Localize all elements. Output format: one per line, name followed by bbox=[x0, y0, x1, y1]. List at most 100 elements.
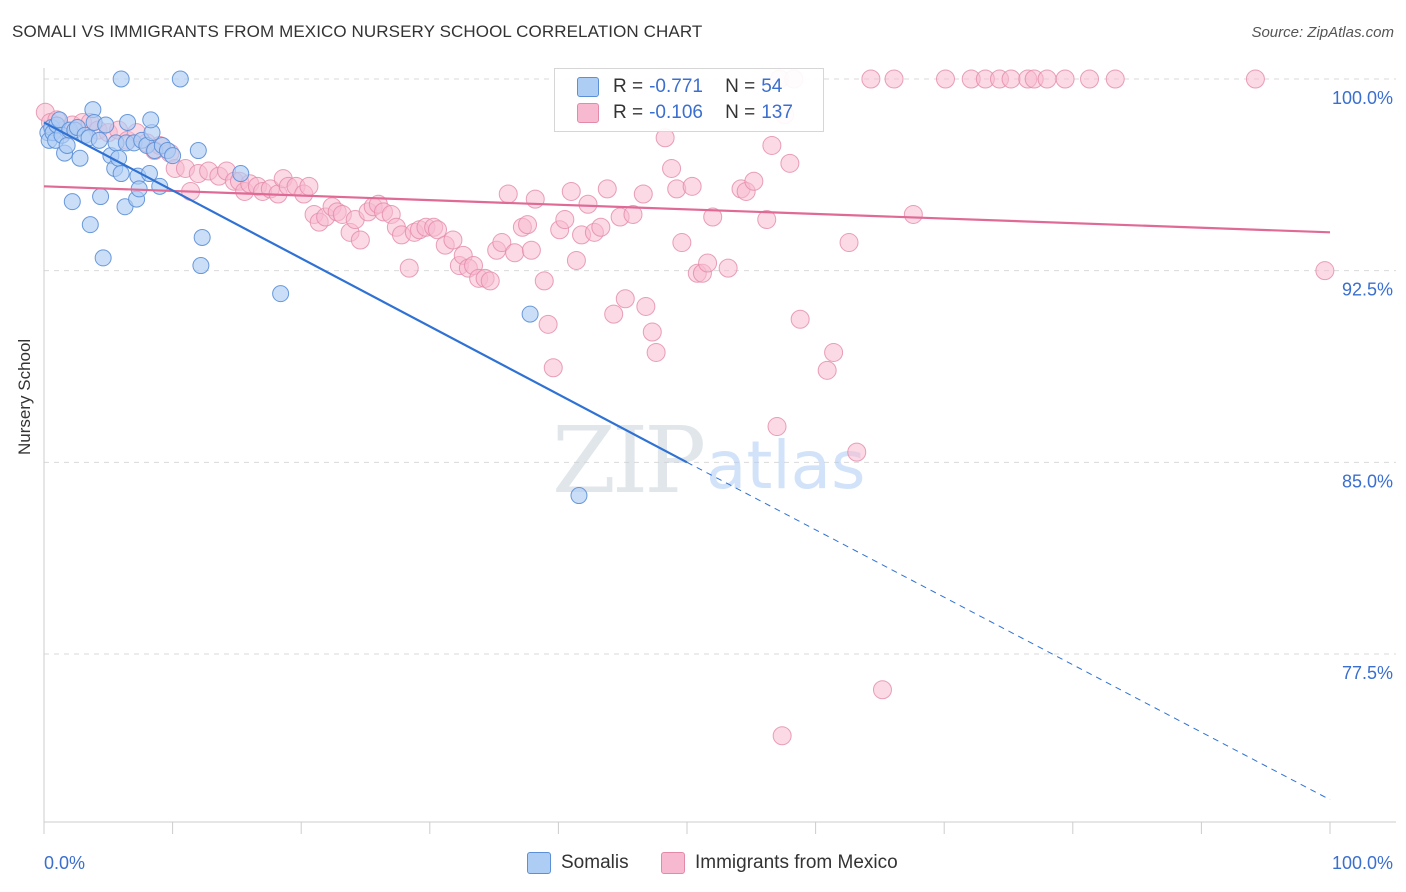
mexico-point bbox=[757, 210, 777, 230]
mexico-point bbox=[604, 304, 624, 324]
x-tick-label: 100.0% bbox=[1332, 853, 1393, 873]
somali-trendline-extension bbox=[686, 461, 1331, 801]
mexico-point bbox=[428, 220, 448, 240]
mexico-point bbox=[839, 233, 859, 253]
legend-n-label: N = bbox=[725, 102, 756, 123]
x-tick-label: 0.0% bbox=[44, 853, 85, 873]
mexico-point bbox=[492, 233, 512, 253]
watermark-atlas: atlas bbox=[706, 427, 866, 504]
source-label: Source: ZipAtlas.com bbox=[1251, 24, 1394, 41]
gridlines bbox=[44, 78, 1396, 655]
mexico-point bbox=[698, 253, 718, 273]
legend-row-somali: R = -0.771 N = 54 bbox=[577, 75, 782, 99]
y-tick-label: 100.0% bbox=[1332, 88, 1393, 108]
somali-point bbox=[142, 111, 160, 129]
mexico-points bbox=[35, 69, 1335, 746]
legend-r-label: R = bbox=[613, 76, 644, 97]
y-tick-label: 85.0% bbox=[1342, 471, 1393, 491]
mexico-legend-swatch bbox=[661, 852, 685, 874]
mexico-legend-label: Immigrants from Mexico bbox=[695, 852, 898, 873]
mexico-point bbox=[1001, 69, 1021, 89]
mexico-point bbox=[861, 69, 881, 89]
y-tick-label: 77.5% bbox=[1342, 663, 1393, 683]
somali-point bbox=[119, 113, 137, 131]
mexico-point bbox=[672, 233, 692, 253]
somali-point bbox=[63, 193, 81, 211]
legend-r-value: -0.106 bbox=[649, 102, 703, 123]
mexico-point bbox=[762, 135, 782, 155]
somali-point bbox=[232, 165, 250, 183]
somali-point bbox=[97, 116, 115, 134]
somali-point bbox=[71, 149, 89, 167]
mexico-point bbox=[498, 184, 518, 204]
mexico-point bbox=[538, 314, 558, 334]
mexico-point bbox=[597, 179, 617, 199]
mexico-point bbox=[790, 309, 810, 329]
mexico-point bbox=[543, 358, 563, 378]
somali-point bbox=[112, 165, 130, 183]
mexico-point bbox=[1055, 69, 1075, 89]
mexico-point bbox=[1080, 69, 1100, 89]
mexico-point bbox=[480, 271, 500, 291]
somali-point bbox=[81, 216, 99, 234]
mexico-point bbox=[534, 271, 554, 291]
mexico-point bbox=[772, 726, 792, 746]
mexico-point bbox=[299, 176, 319, 196]
mexico-point bbox=[744, 171, 764, 191]
somali-point bbox=[521, 305, 539, 323]
mexico-point bbox=[505, 243, 525, 263]
mexico-point bbox=[518, 215, 538, 235]
mexico-point bbox=[872, 680, 892, 700]
legend: R = -0.771 N = 54 R = -0.106 N = 137 bbox=[554, 68, 824, 132]
mexico-point bbox=[591, 217, 611, 237]
mexico-point bbox=[561, 181, 581, 201]
mexico-point bbox=[525, 189, 545, 209]
mexico-point bbox=[817, 360, 837, 380]
mexico-point bbox=[1315, 261, 1335, 281]
mexico-point bbox=[350, 230, 370, 250]
mexico-point bbox=[682, 176, 702, 196]
bottom-legend-somali: Somalis bbox=[527, 852, 629, 874]
somali-point bbox=[112, 70, 130, 88]
mexico-point bbox=[780, 153, 800, 173]
y-tick-label: 92.5% bbox=[1342, 280, 1393, 300]
somali-point bbox=[94, 249, 112, 267]
bottom-legend-mexico: Immigrants from Mexico bbox=[661, 852, 898, 874]
mexico-point bbox=[521, 240, 541, 260]
somali-point bbox=[570, 487, 588, 505]
somali-point bbox=[92, 188, 110, 206]
mexico-point bbox=[633, 184, 653, 204]
mexico-point bbox=[578, 194, 598, 214]
mexico-point bbox=[636, 296, 656, 316]
mexico-point bbox=[646, 342, 666, 362]
somali-point bbox=[272, 285, 290, 303]
legend-n-value: 137 bbox=[761, 102, 793, 123]
somali-point bbox=[192, 257, 210, 275]
mexico-point bbox=[718, 258, 738, 278]
mexico-point bbox=[1037, 69, 1057, 89]
somali-point bbox=[171, 70, 189, 88]
somali-point bbox=[90, 131, 108, 149]
legend-n-value: 54 bbox=[761, 76, 783, 97]
somali-point bbox=[189, 142, 207, 160]
mexico-point bbox=[824, 342, 844, 362]
mexico-trendline bbox=[43, 185, 1331, 234]
somali-point bbox=[164, 147, 182, 165]
chart-title: SOMALI VS IMMIGRANTS FROM MEXICO NURSERY… bbox=[12, 22, 703, 41]
legend-r-label: R = bbox=[613, 102, 644, 123]
legend-row-mexico: R = -0.106 N = 137 bbox=[577, 101, 793, 125]
mexico-point bbox=[1105, 69, 1125, 89]
mexico-point bbox=[935, 69, 955, 89]
mexico-point bbox=[615, 289, 635, 309]
mexico-point bbox=[443, 230, 463, 250]
legend-n-label: N = bbox=[725, 76, 756, 97]
somali-legend-swatch bbox=[527, 852, 551, 874]
mexico-point bbox=[555, 210, 575, 230]
mexico-point bbox=[623, 204, 643, 224]
mexico-point bbox=[399, 258, 419, 278]
trendlines bbox=[43, 121, 1331, 801]
axes bbox=[43, 68, 1396, 834]
mexico-point bbox=[884, 69, 904, 89]
mexico-point bbox=[1245, 69, 1265, 89]
